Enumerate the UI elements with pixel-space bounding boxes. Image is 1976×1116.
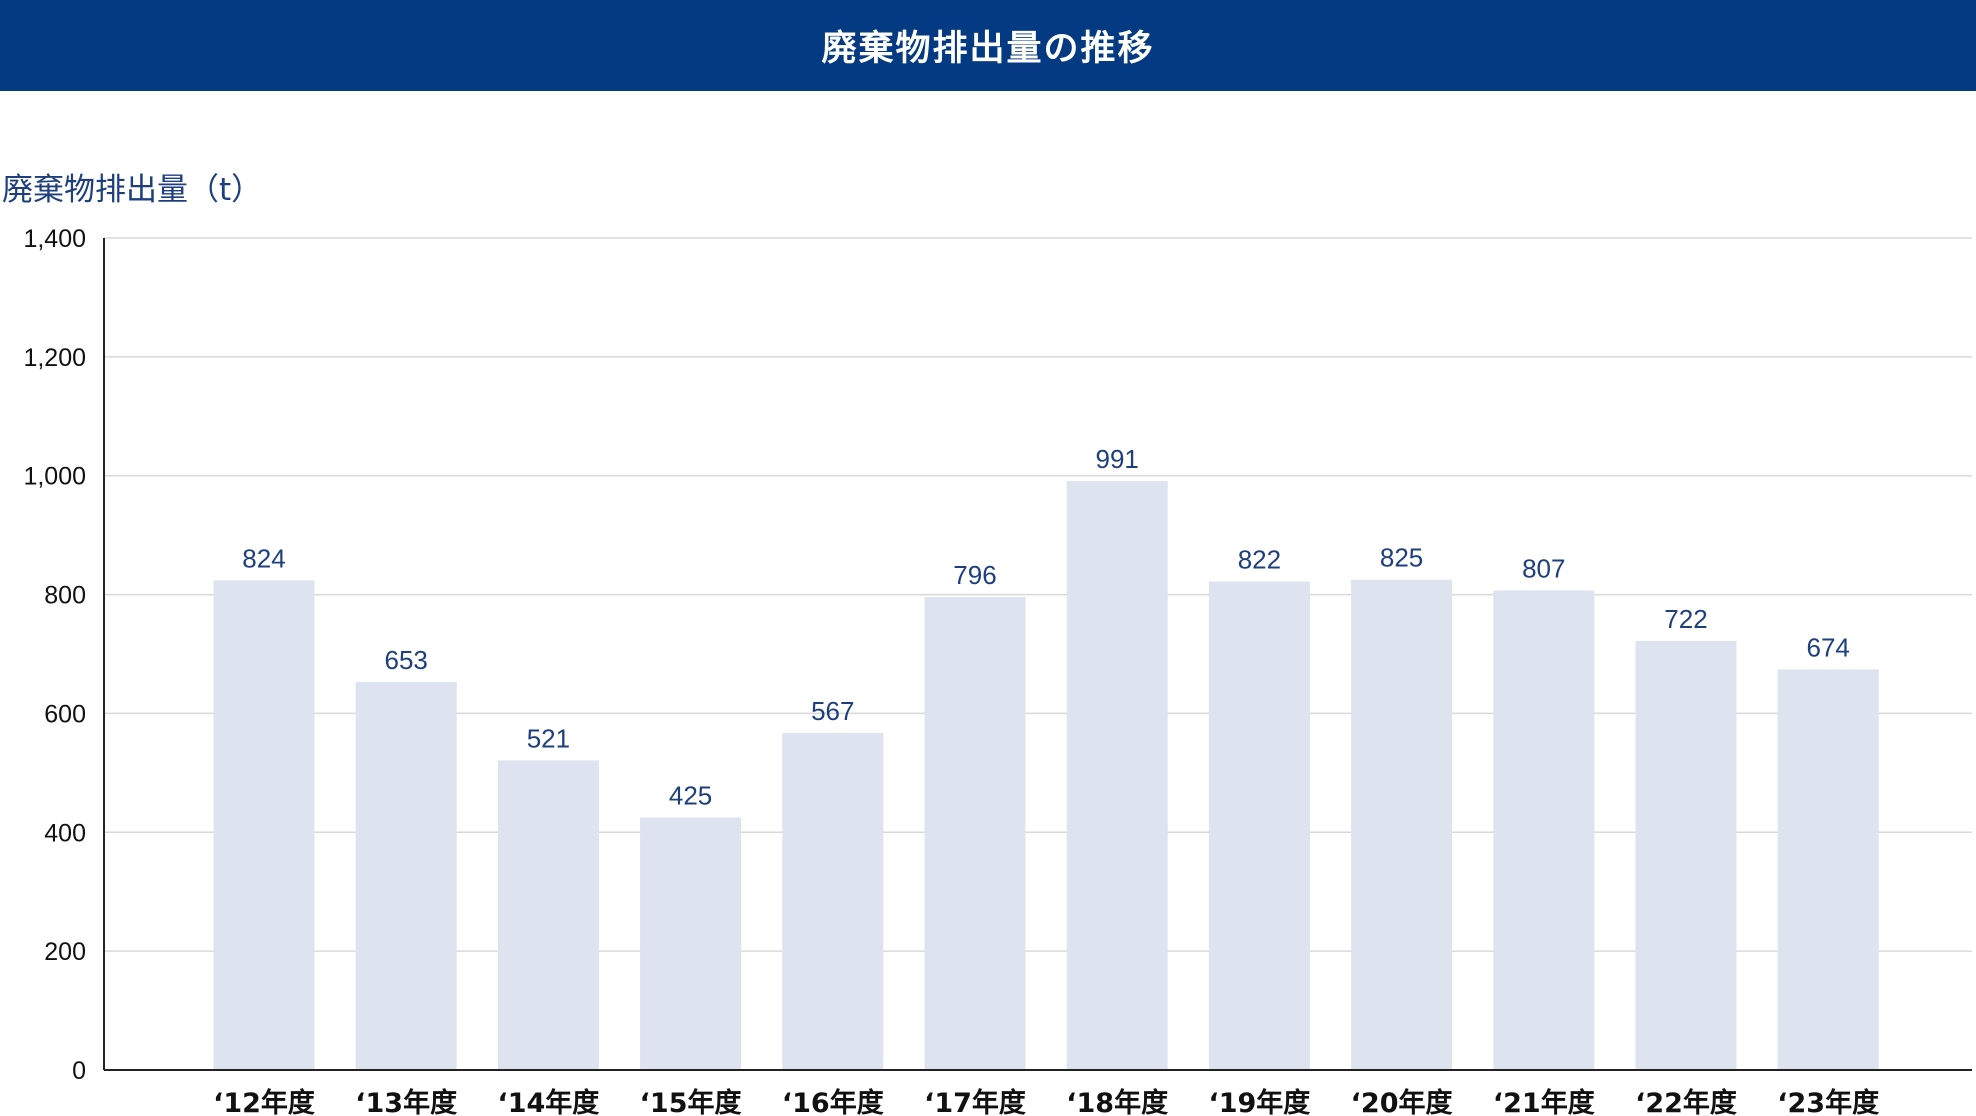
bar [1351, 579, 1453, 1070]
bar [1208, 581, 1310, 1070]
bar-value-label: 521 [527, 723, 570, 753]
bar [1493, 590, 1595, 1070]
chart-header: 廃棄物排出量の推移 [0, 0, 1976, 91]
x-tick-label: ‘22年度 [1635, 1087, 1737, 1116]
y-tick-label: 0 [72, 1057, 86, 1085]
bar-value-label: 425 [669, 780, 712, 810]
x-tick-label: ‘19年度 [1208, 1087, 1310, 1116]
bar-value-label: 822 [1238, 544, 1281, 574]
y-axis-label: 廃棄物排出量（t） [2, 172, 263, 208]
x-tick-label: ‘13年度 [355, 1087, 457, 1116]
x-tick-label: ‘12年度 [213, 1087, 315, 1116]
y-tick-label: 600 [44, 700, 86, 728]
y-tick-label: 1,000 [23, 463, 86, 491]
chart-title: 廃棄物排出量の推移 [821, 29, 1155, 69]
bar-value-label: 807 [1522, 553, 1565, 583]
y-tick-label: 200 [44, 938, 86, 966]
x-tick-label: ‘17年度 [924, 1087, 1026, 1116]
bar-value-label: 567 [811, 696, 854, 726]
bar-value-label: 653 [385, 645, 428, 675]
bar-value-label: 824 [242, 543, 285, 573]
bar [1635, 640, 1737, 1070]
x-tick-label: ‘21年度 [1493, 1087, 1595, 1116]
bar-value-label: 674 [1807, 632, 1850, 662]
x-tick-label: ‘23年度 [1777, 1087, 1879, 1116]
x-tick-label: ‘18年度 [1066, 1087, 1168, 1116]
bar [640, 817, 742, 1070]
bar [1777, 669, 1879, 1070]
bar-value-label: 796 [953, 560, 996, 590]
bar [782, 733, 884, 1070]
bar [1066, 481, 1168, 1070]
y-tick-label: 400 [44, 819, 86, 847]
bar [213, 580, 315, 1070]
bar-value-label: 722 [1664, 604, 1707, 634]
bar [924, 596, 1026, 1070]
x-tick-label: ‘15年度 [640, 1087, 742, 1116]
y-tick-label: 1,400 [23, 225, 86, 253]
bar-value-label: 825 [1380, 543, 1423, 573]
bar [355, 681, 457, 1070]
bar-value-label: 991 [1096, 444, 1139, 474]
y-tick-label: 800 [44, 582, 86, 610]
x-tick-label: ‘16年度 [782, 1087, 884, 1116]
bar [497, 760, 599, 1070]
x-tick-label: ‘20年度 [1351, 1087, 1453, 1116]
y-tick-label: 1,200 [23, 344, 86, 372]
x-tick-label: ‘14年度 [497, 1087, 599, 1116]
